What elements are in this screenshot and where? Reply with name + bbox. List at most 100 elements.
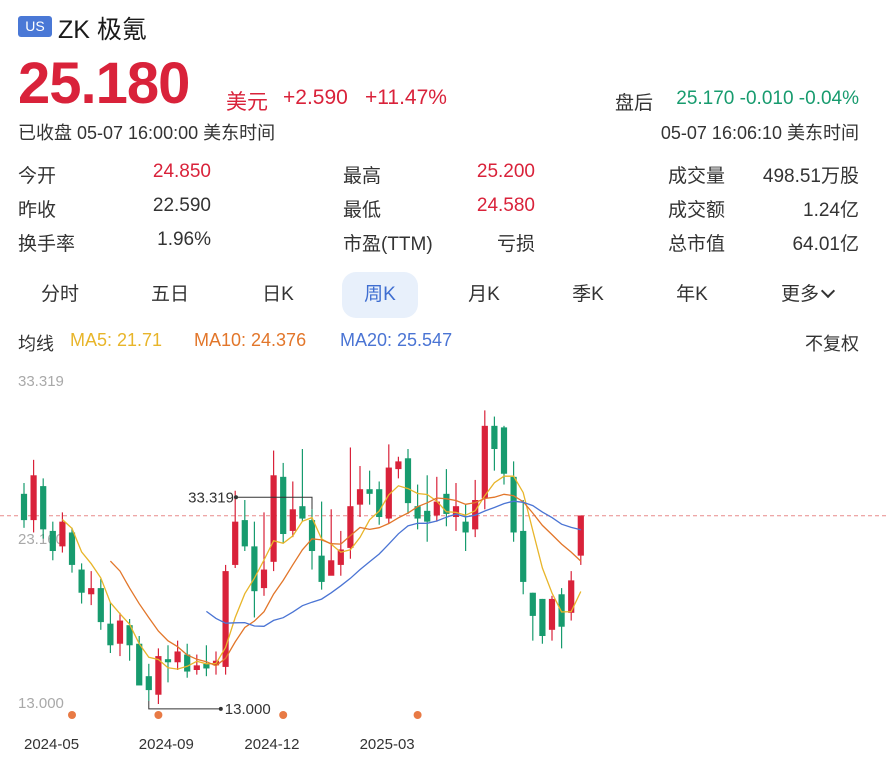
x-axis-label: 2024-12 (244, 736, 299, 753)
candle-body (241, 520, 248, 547)
candle-body (404, 458, 412, 504)
x-axis-label: 2025-03 (360, 736, 415, 753)
x-axis-label: 2024-05 (24, 736, 79, 753)
candle-body (424, 510, 431, 522)
period-tabs: 分时 五日 日K 周K 月K 季K 年K 更多 (0, 272, 889, 318)
price-change-pct: +11.47% (365, 86, 447, 109)
candle-body (88, 588, 95, 595)
after-hours-time: 05-07 16:06:10 美东时间 (660, 123, 859, 143)
tab-more[interactable]: 更多 (764, 272, 850, 318)
high-annotation-label: 33.319 (188, 489, 234, 506)
tab-more-label: 更多 (780, 284, 819, 305)
stat-value-market-cap: 64.01亿 (792, 234, 859, 255)
candle-body (318, 555, 325, 582)
stat-label-open: 今开 (18, 166, 57, 187)
candle-body (145, 676, 152, 691)
candle-body (385, 467, 392, 519)
candle-body (30, 475, 37, 521)
candle-body (78, 569, 85, 593)
candle-body (443, 493, 450, 514)
candle-body (203, 663, 210, 669)
candle-body (174, 651, 181, 663)
candle-body (548, 598, 556, 630)
candle-body (260, 569, 268, 589)
candle-body (20, 493, 28, 521)
candle-body (49, 530, 56, 552)
candle-body (126, 625, 133, 646)
stat-value-prev-close: 22.590 (152, 195, 211, 216)
candle-body (500, 427, 508, 474)
adjust-toggle[interactable]: 不复权 (805, 334, 859, 354)
candle-body (68, 532, 76, 565)
y-axis-label: 33.319 (18, 373, 64, 390)
market-badge: US (18, 16, 52, 37)
candle-body (308, 520, 316, 552)
chevron-down-icon (820, 283, 836, 299)
stat-label-turnover: 成交额 (668, 200, 726, 221)
stat-label-volume: 成交量 (668, 166, 726, 187)
candle-body (481, 425, 488, 499)
currency-label: 美元 (226, 91, 268, 114)
ma-legend-label: 均线 (18, 334, 54, 354)
tab-quarterly-k[interactable]: 季K (572, 284, 604, 305)
candle-body (289, 509, 296, 531)
candle-body (136, 643, 143, 686)
candle-body (328, 560, 335, 576)
candle-body (155, 656, 162, 695)
ma10-line (109, 493, 582, 667)
ma20-value: MA20: 25.547 (340, 330, 453, 350)
candle-body (164, 659, 172, 663)
stat-label-market-cap: 总市值 (668, 234, 726, 255)
event-marker (154, 711, 163, 719)
tab-yearly-k[interactable]: 年K (676, 284, 708, 305)
y-axis-label: 23.160 (18, 531, 64, 548)
candle-body (280, 476, 287, 535)
candle-body (366, 489, 373, 494)
candle-body (462, 521, 469, 533)
stat-label-turnover-rate: 换手率 (18, 234, 76, 255)
stat-value-turnover: 1.24亿 (803, 200, 859, 221)
low-annotation-dot (218, 706, 223, 711)
candle-body (40, 486, 47, 530)
stat-label-low: 最低 (343, 200, 382, 221)
candle-body (433, 501, 440, 516)
high-annotation-dot (234, 495, 238, 500)
candle-body (577, 515, 584, 556)
candle-body (107, 623, 114, 646)
candle-body (59, 521, 66, 547)
stat-value-turnover-rate: 1.96% (157, 229, 211, 250)
stat-value-high: 25.200 (476, 161, 535, 182)
candle-body (347, 506, 354, 548)
candle-body (510, 476, 517, 533)
after-hours-label: 盘后 (614, 93, 653, 114)
price-change: +2.590 (283, 86, 348, 109)
market-status: 已收盘 05-07 16:00:00 美东时间 (18, 123, 276, 143)
tab-five-day[interactable]: 五日 (150, 284, 189, 305)
x-axis-label: 2024-09 (139, 736, 194, 753)
candle-body (539, 598, 546, 637)
ma5-value: MA5: 21.71 (70, 330, 163, 350)
ma20-line (206, 500, 581, 627)
ma5-line (61, 475, 582, 670)
candle-body (251, 546, 258, 592)
tab-monthly-k[interactable]: 月K (468, 284, 500, 305)
candle-body (414, 506, 421, 519)
stat-label-high: 最高 (343, 166, 382, 187)
last-price: 25.180 (18, 51, 190, 116)
candle-body (356, 489, 364, 505)
candle-body (193, 665, 200, 671)
stat-value-volume: 498.51万股 (762, 166, 859, 187)
high-annotation-line (236, 496, 313, 510)
ma10-value: MA10: 24.376 (194, 330, 307, 350)
event-marker (413, 711, 422, 719)
event-marker (279, 711, 288, 719)
tab-intraday[interactable]: 分时 (40, 284, 79, 305)
tab-weekly-k[interactable]: 周K (342, 272, 418, 318)
candle-body (222, 571, 229, 667)
tab-daily-k[interactable]: 日K (262, 284, 294, 305)
candle-body (116, 620, 124, 644)
weekly-k-chart[interactable]: 33.319 23.160 13.000 33.319 13.000 2024-05 202… (0, 360, 889, 763)
candle-body (491, 425, 498, 450)
low-annotation-label: 13.000 (225, 701, 271, 718)
candle-body (452, 506, 460, 518)
